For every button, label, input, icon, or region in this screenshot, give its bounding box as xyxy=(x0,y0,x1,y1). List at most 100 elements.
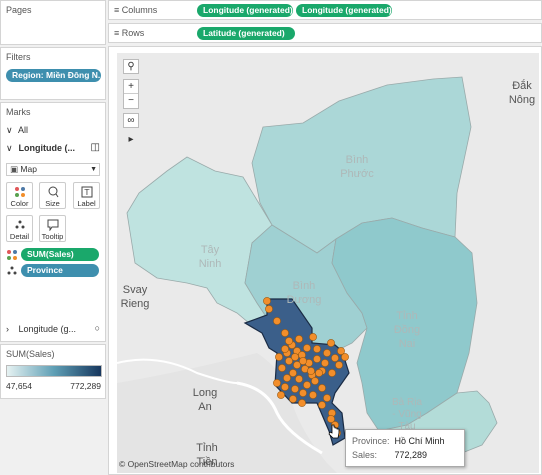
label-ba-ria-1: Bà Rịa xyxy=(392,397,422,408)
marks-longitude-row-2[interactable]: › Longitude (g... ○ xyxy=(6,323,102,334)
label-svay-rieng-1: Svay xyxy=(123,284,148,296)
mark-type-select[interactable]: ▣ Map ▼ xyxy=(6,163,100,176)
sales-point[interactable] xyxy=(275,353,283,361)
sales-point[interactable] xyxy=(307,367,315,375)
province-pill[interactable]: Province xyxy=(21,264,99,277)
river-line xyxy=(236,381,323,455)
circle-mark-icon: ○ xyxy=(94,323,100,333)
sales-point[interactable] xyxy=(327,415,335,423)
sales-point[interactable] xyxy=(309,333,317,341)
chevron-down-icon: ∨ xyxy=(6,143,13,153)
tooltip-button[interactable]: Tooltip xyxy=(39,215,66,242)
label-binh-duong-2: Dương xyxy=(287,294,322,306)
sales-point[interactable] xyxy=(321,359,329,367)
map-svg: Bình Phước Tây Ninh Bình Dương Tỉnh Đồng… xyxy=(117,53,539,473)
marks-longitude-row[interactable]: ∨ Longitude (... ◫ xyxy=(6,142,102,154)
sales-point[interactable] xyxy=(311,377,319,385)
label-svay-rieng-2: Rieng xyxy=(121,298,150,310)
rows-shelf[interactable]: ≡ Rows Latitude (generated) xyxy=(108,23,542,43)
sales-point[interactable] xyxy=(331,354,339,362)
rows-label: ≡ Rows xyxy=(114,28,144,38)
search-icon[interactable]: ⚲ xyxy=(123,59,139,74)
rows-pill-1[interactable]: Latitude (generated) xyxy=(197,27,295,40)
sales-point[interactable] xyxy=(313,345,321,353)
detail-button[interactable]: Detail xyxy=(6,215,33,242)
columns-pill-2[interactable]: Longitude (generated) xyxy=(296,4,392,17)
sales-point[interactable] xyxy=(291,385,299,393)
pages-shelf[interactable]: Pages xyxy=(0,0,106,45)
sales-point[interactable] xyxy=(315,369,323,377)
sales-point[interactable] xyxy=(295,375,303,383)
sales-point[interactable] xyxy=(285,357,293,365)
pages-title: Pages xyxy=(6,5,32,15)
sales-point[interactable] xyxy=(309,391,317,399)
sales-point[interactable] xyxy=(291,353,299,361)
sales-point[interactable] xyxy=(327,339,335,347)
filters-shelf[interactable]: Filters Region: Miền Đông N.. xyxy=(0,47,106,100)
size-icon xyxy=(40,186,65,198)
columns-label: ≡ Columns xyxy=(114,5,157,15)
sales-point[interactable] xyxy=(303,344,311,352)
color-button[interactable]: Color xyxy=(6,182,33,209)
sales-point[interactable] xyxy=(303,381,311,389)
sales-point[interactable] xyxy=(295,335,303,343)
zoom-controls: + − xyxy=(123,79,139,109)
sales-point[interactable] xyxy=(273,379,281,387)
map-canvas[interactable]: Bình Phước Tây Ninh Bình Dương Tỉnh Đồng… xyxy=(117,53,539,473)
label-ba-ria-2: - Vũng xyxy=(392,409,421,420)
sales-point[interactable] xyxy=(335,361,343,369)
hand-cursor-icon xyxy=(328,424,340,439)
sales-point[interactable] xyxy=(281,329,289,337)
sales-point[interactable] xyxy=(323,394,331,402)
sales-point[interactable] xyxy=(318,384,326,392)
mark-type-value: Map xyxy=(20,164,37,174)
marks-all-row[interactable]: ∨ All xyxy=(6,125,28,136)
filter-pill-region[interactable]: Region: Miền Đông N.. xyxy=(6,69,101,82)
sales-point[interactable] xyxy=(313,355,321,363)
label-tien-1: Tỉnh xyxy=(196,442,217,454)
sum-sales-pill[interactable]: SUM(Sales) xyxy=(21,248,99,261)
label-binh-phuoc-2: Phước xyxy=(340,168,374,180)
marks-all-label: All xyxy=(18,125,29,135)
zoom-in-button[interactable]: + xyxy=(124,80,138,94)
expand-toolbar-icon[interactable]: ▸ xyxy=(128,134,134,145)
province-mark-row[interactable]: Province xyxy=(6,264,102,278)
label-icon: T xyxy=(74,186,99,198)
sales-point[interactable] xyxy=(328,369,336,377)
label-button[interactable]: T Label xyxy=(73,182,100,209)
zoom-out-button[interactable]: − xyxy=(128,95,134,106)
map-view: Bình Phước Tây Ninh Bình Dương Tỉnh Đồng… xyxy=(108,46,542,475)
sales-point[interactable] xyxy=(277,391,285,399)
sales-point[interactable] xyxy=(323,349,331,357)
size-button[interactable]: Size xyxy=(39,182,66,209)
columns-pill-1[interactable]: Longitude (generated) xyxy=(197,4,293,17)
sales-point[interactable] xyxy=(318,401,326,409)
color-label: Color xyxy=(10,199,29,208)
province-labels: Bình Phước Tây Ninh Bình Dương Tỉnh Đồng… xyxy=(199,154,423,432)
label-long-an-1: Long xyxy=(193,387,217,399)
sales-point[interactable] xyxy=(299,389,307,397)
sales-point[interactable] xyxy=(289,395,297,403)
detail-label: Detail xyxy=(9,232,30,241)
label-label: Label xyxy=(77,199,96,208)
sum-sales-mark-row[interactable]: SUM(Sales) xyxy=(6,248,102,262)
sales-point[interactable] xyxy=(285,337,293,345)
filters-title: Filters xyxy=(6,52,31,62)
sales-point[interactable] xyxy=(273,317,281,325)
sales-point[interactable] xyxy=(298,399,306,407)
sales-point[interactable] xyxy=(263,297,271,305)
sales-point[interactable] xyxy=(293,361,301,369)
sales-point[interactable] xyxy=(278,364,286,372)
sales-point[interactable] xyxy=(281,345,289,353)
sales-point[interactable] xyxy=(265,305,273,313)
rows-icon: ≡ xyxy=(114,28,122,38)
sales-point[interactable] xyxy=(337,347,345,355)
columns-shelf[interactable]: ≡ Columns Longitude (generated) Longitud… xyxy=(108,0,542,20)
sales-point[interactable] xyxy=(281,383,289,391)
detail-icon xyxy=(6,265,18,279)
sales-point[interactable] xyxy=(299,357,307,365)
lasso-select-icon[interactable]: ∞ xyxy=(123,113,139,128)
sales-point[interactable] xyxy=(341,353,349,361)
sales-point[interactable] xyxy=(289,369,297,377)
sales-point[interactable] xyxy=(283,374,291,382)
